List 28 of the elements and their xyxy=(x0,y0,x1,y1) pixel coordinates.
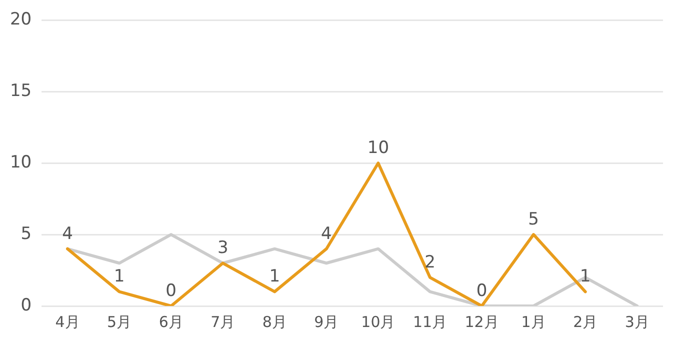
y-tick-label: 5 xyxy=(20,224,32,244)
x-tick-label: 9月 xyxy=(314,312,339,331)
x-tick-label: 12月 xyxy=(464,312,499,331)
data-label: 4 xyxy=(321,224,332,244)
data-label: 3 xyxy=(217,238,228,258)
x-tick-label: 5月 xyxy=(107,312,132,331)
data-label: 2 xyxy=(424,252,436,272)
x-tick-label: 3月 xyxy=(624,312,650,331)
x-tick-label: 7月 xyxy=(210,312,236,331)
data-label: 1 xyxy=(114,266,125,287)
data-label: 0 xyxy=(166,280,176,301)
y-tick-label: 10 xyxy=(10,152,32,173)
x-tick-label: 4月 xyxy=(55,312,80,331)
x-tick-label: 6月 xyxy=(158,312,184,331)
x-tick-label: 8月 xyxy=(262,312,287,331)
data-label: 0 xyxy=(476,280,488,301)
data-label: 10 xyxy=(367,138,390,158)
data-label: 1 xyxy=(269,266,280,287)
x-tick-label: 10月 xyxy=(361,312,396,331)
data-label: 5 xyxy=(528,209,539,230)
x-tick-label: 2月 xyxy=(573,312,598,331)
y-tick-label: 15 xyxy=(10,81,32,102)
x-tick-label: 1月 xyxy=(521,312,546,331)
x-tick-label: 11月 xyxy=(412,312,448,331)
data-label: 1 xyxy=(580,266,591,287)
y-tick-label: 0 xyxy=(20,295,32,316)
data-label: 4 xyxy=(62,224,73,244)
y-tick-label: 20 xyxy=(10,10,32,30)
